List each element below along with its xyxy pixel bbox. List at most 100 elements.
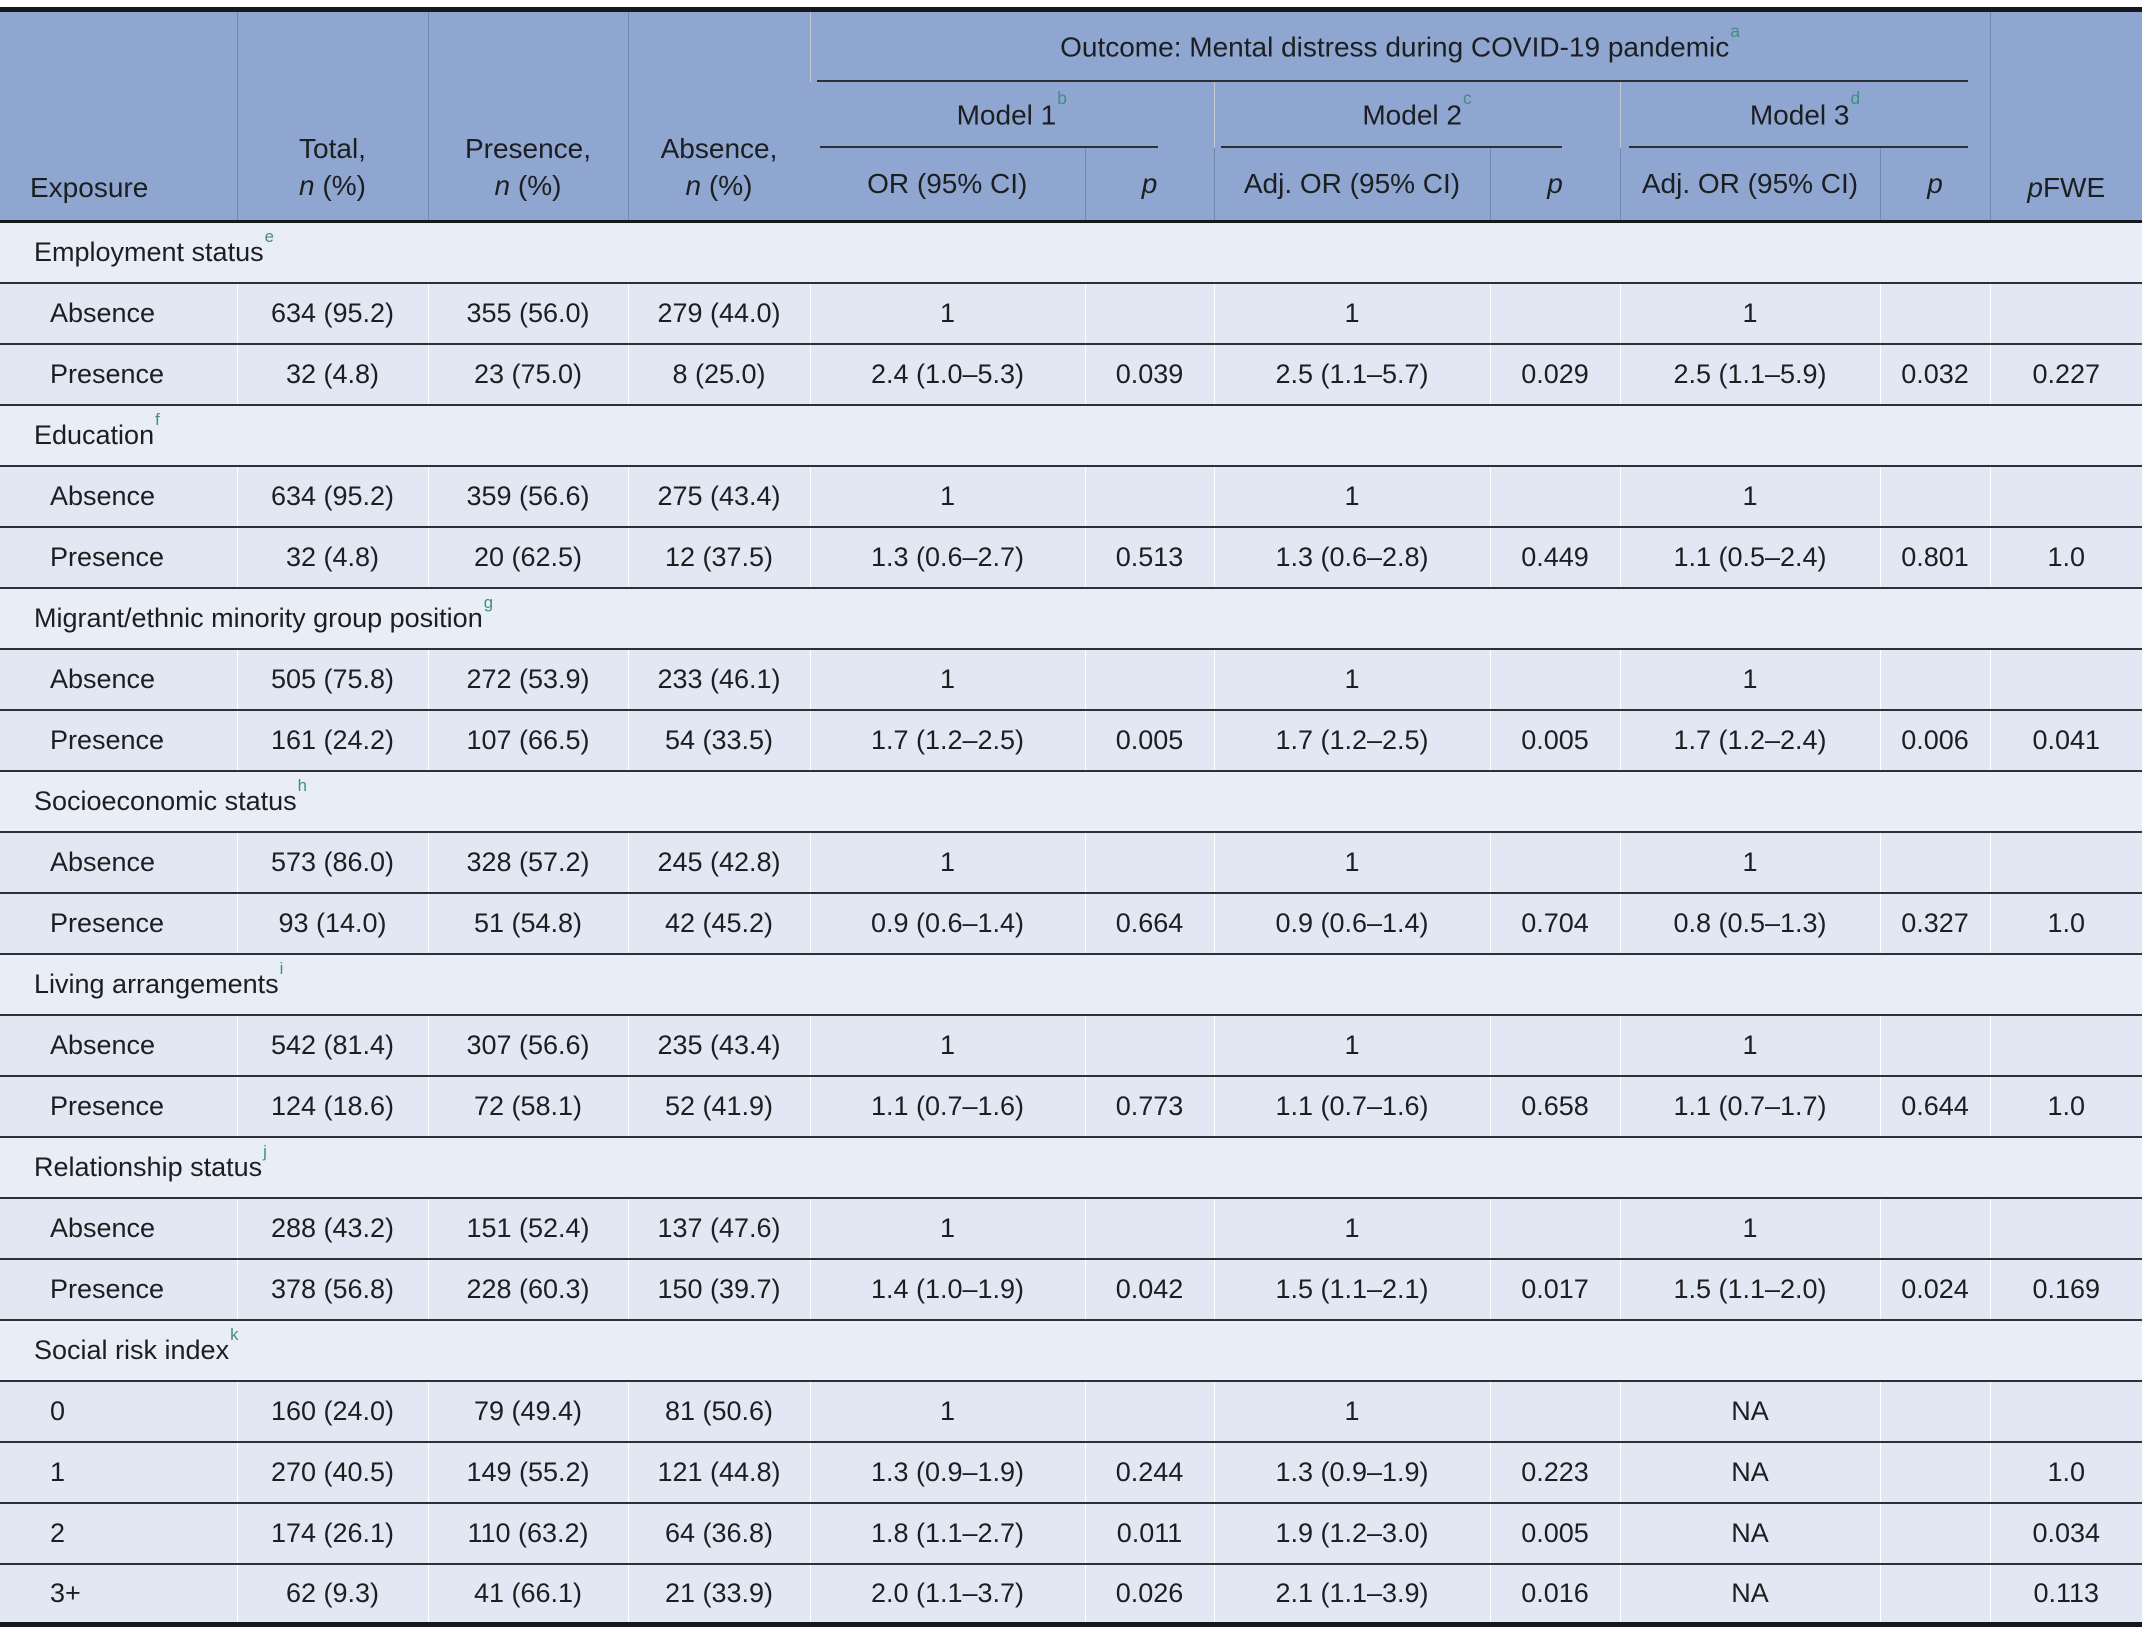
presence-cell: 359 (56.6) xyxy=(427,465,628,527)
col-header-pfwe: pFWE xyxy=(1989,9,2142,222)
presence-cell: 149 (55.2) xyxy=(427,1441,628,1503)
exposure-cell: Presence xyxy=(50,724,165,755)
table-row: Absence 634 (95.2) 359 (56.6) 275 (43.4) 1 1 1 xyxy=(0,465,2142,527)
model3-p-header: p xyxy=(1879,147,1991,222)
model3-p-cell xyxy=(1879,1014,1991,1076)
model3-p-cell xyxy=(1879,465,1991,527)
presence-cell: 72 (58.1) xyxy=(427,1075,628,1137)
section-header-row: Employment statuse xyxy=(0,221,2142,283)
table-row: Absence 573 (86.0) 328 (57.2) 245 (42.8) 1 1 1 xyxy=(0,831,2142,893)
total-cell: 93 (14.0) xyxy=(236,892,428,954)
section-header-row: Migrant/ethnic minority group positiong xyxy=(0,587,2142,649)
footnote-marker-e: e xyxy=(264,227,274,247)
model1-p-cell: 0.026 xyxy=(1084,1563,1214,1625)
model2-or-cell: 1.3 (0.6–2.8) xyxy=(1213,526,1490,588)
presence-cell: 328 (57.2) xyxy=(427,831,628,893)
model1-or-cell: 2.4 (1.0–5.3) xyxy=(809,343,1085,405)
model2-p-cell xyxy=(1489,648,1620,710)
exposure-cell: Absence xyxy=(50,1212,156,1243)
table-header: Exposure Total, n (%) Presence, n (%) Ab… xyxy=(0,9,2142,222)
model2-p-cell xyxy=(1489,465,1620,527)
total-cell: 634 (95.2) xyxy=(236,465,428,527)
model2-p-cell xyxy=(1489,1380,1620,1442)
model1-or-cell: 1 xyxy=(809,465,1085,527)
model3-p-cell xyxy=(1879,1441,1991,1503)
absence-label: Absence, xyxy=(660,133,778,165)
model1-p-cell: 0.042 xyxy=(1084,1258,1214,1320)
model1-or-cell: 1 xyxy=(809,1014,1085,1076)
model3-or-cell: 1 xyxy=(1619,282,1880,344)
model2-or-cell: 1 xyxy=(1213,1197,1490,1259)
footnote-marker-h: h xyxy=(297,775,307,795)
footnote-marker-c: c xyxy=(1462,88,1472,109)
presence-label: Presence, xyxy=(464,133,592,165)
model1-p-cell xyxy=(1084,282,1214,344)
presence-cell: 151 (52.4) xyxy=(427,1197,628,1259)
model2-p-cell: 0.449 xyxy=(1489,526,1620,588)
exposure-cell: Presence xyxy=(50,907,165,938)
section-title: Relationship statusj xyxy=(34,1141,267,1182)
model2-p-cell: 0.005 xyxy=(1489,709,1620,771)
model1-p-cell: 0.513 xyxy=(1084,526,1214,588)
pfwe-cell: 1.0 xyxy=(1989,526,2142,588)
exposure-cell: Absence xyxy=(50,480,156,511)
total-cell: 505 (75.8) xyxy=(236,648,428,710)
model1-p-cell: 0.011 xyxy=(1084,1502,1214,1564)
model1-or-header: OR (95% CI) xyxy=(810,147,1085,222)
model2-or-cell: 1 xyxy=(1213,648,1490,710)
outcome-spanner-header: Outcome: Mental distress during COVID-19… xyxy=(809,9,1991,82)
absence-cell: 52 (41.9) xyxy=(627,1075,810,1137)
section-title: Educationf xyxy=(34,409,160,450)
absence-n-pct: n (%) xyxy=(685,169,753,201)
model2-p-cell xyxy=(1489,282,1620,344)
exposure-cell: Presence xyxy=(50,541,165,572)
total-cell: 124 (18.6) xyxy=(236,1075,428,1137)
pfwe-cell: 0.227 xyxy=(1989,343,2142,405)
model1-p-cell xyxy=(1084,1380,1214,1442)
col-header-presence: Presence, n (%) xyxy=(427,9,628,222)
section-title: Migrant/ethnic minority group positiong xyxy=(34,592,494,633)
total-cell: 161 (24.2) xyxy=(236,709,428,771)
table-row: Presence 378 (56.8) 228 (60.3) 150 (39.7) 1.… xyxy=(0,1258,2142,1320)
model3-p-cell xyxy=(1879,1563,1991,1625)
presence-cell: 110 (63.2) xyxy=(427,1502,628,1564)
model3-p-cell: 0.006 xyxy=(1879,709,1991,771)
model2-p-cell: 0.017 xyxy=(1489,1258,1620,1320)
section-header-row: Educationf xyxy=(0,404,2142,466)
section-title: Employment statuse xyxy=(34,227,274,268)
table-row: 0 160 (24.0) 79 (49.4) 81 (50.6) 1 1 NA xyxy=(0,1380,2142,1442)
model1-p-cell: 0.039 xyxy=(1084,343,1214,405)
model3-p-cell: 0.327 xyxy=(1879,892,1991,954)
model1-or-cell: 1.1 (0.7–1.6) xyxy=(809,1075,1085,1137)
presence-cell: 355 (56.0) xyxy=(427,282,628,344)
model1-or-cell: 1.8 (1.1–2.7) xyxy=(809,1502,1085,1564)
model1-p-cell: 0.664 xyxy=(1084,892,1214,954)
model1-p-cell: 0.773 xyxy=(1084,1075,1214,1137)
model2-or-cell: 1 xyxy=(1213,465,1490,527)
model3-p-cell xyxy=(1879,648,1991,710)
model1-p-header: p xyxy=(1084,147,1214,222)
table-row: Absence 634 (95.2) 355 (56.0) 279 (44.0) 1 1 1 xyxy=(0,282,2142,344)
absence-cell: 233 (46.1) xyxy=(627,648,810,710)
model1-p-cell xyxy=(1084,648,1214,710)
model2-p-cell: 0.704 xyxy=(1489,892,1620,954)
model3-p-cell xyxy=(1879,1197,1991,1259)
presence-cell: 228 (60.3) xyxy=(427,1258,628,1320)
pfwe-cell: 0.169 xyxy=(1989,1258,2142,1320)
section-header-row: Living arrangementsi xyxy=(0,953,2142,1015)
table-row: Presence 161 (24.2) 107 (66.5) 54 (33.5) 1.7… xyxy=(0,709,2142,771)
model3-or-cell: 1 xyxy=(1619,831,1880,893)
absence-cell: 8 (25.0) xyxy=(627,343,810,405)
pfwe-cell: 0.034 xyxy=(1989,1502,2142,1564)
pfwe-cell xyxy=(1989,648,2142,710)
total-cell: 32 (4.8) xyxy=(236,343,428,405)
total-cell: 160 (24.0) xyxy=(236,1380,428,1442)
model2-or-cell: 1.1 (0.7–1.6) xyxy=(1213,1075,1490,1137)
table-row: Presence 124 (18.6) 72 (58.1) 52 (41.9) 1.1 … xyxy=(0,1075,2142,1137)
model1-or-cell: 1 xyxy=(809,282,1085,344)
table-row: Presence 32 (4.8) 20 (62.5) 12 (37.5) 1.3 (0… xyxy=(0,526,2142,588)
col-header-total: Total, n (%) xyxy=(236,9,428,222)
presence-cell: 107 (66.5) xyxy=(427,709,628,771)
model2-or-cell: 1 xyxy=(1213,1380,1490,1442)
presence-cell: 23 (75.0) xyxy=(427,343,628,405)
